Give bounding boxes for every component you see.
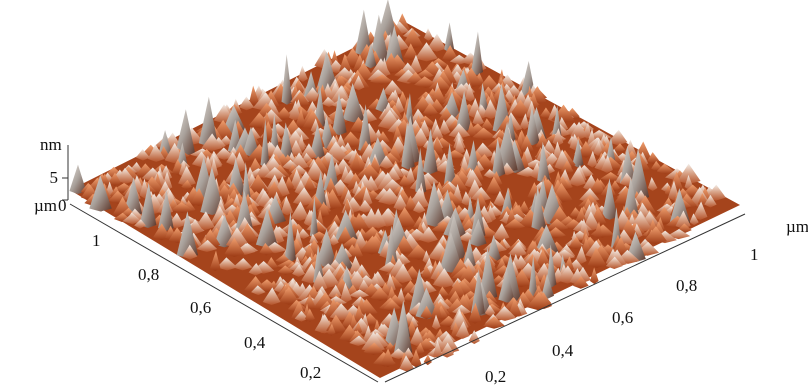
right-tick-label: 1 [750,245,759,264]
z-unit: nm [40,135,62,154]
z-tick-label: 5 [50,168,59,187]
right-tick-label: 0,2 [485,367,506,385]
right-tick-label: 0,4 [552,341,574,360]
left-tick-label: 0,8 [138,265,159,284]
afm-surface-figure: nm 5 µm 0 1 0,8 0,6 0,4 0,2 0,2 0,4 0,6 … [0,0,808,385]
right-tick-label: 0,8 [676,276,697,295]
left-tick-label: 1 [92,231,101,250]
right-unit: µm [786,217,808,236]
left-tick-label: 0,2 [300,363,321,382]
left-tick-label: 0,4 [244,333,266,352]
right-tick-label: 0,6 [612,308,633,327]
left-unit: µm [34,196,57,215]
left-tick-label: 0,6 [190,298,211,317]
peak [471,31,483,75]
z-tick-label: 0 [58,196,67,215]
